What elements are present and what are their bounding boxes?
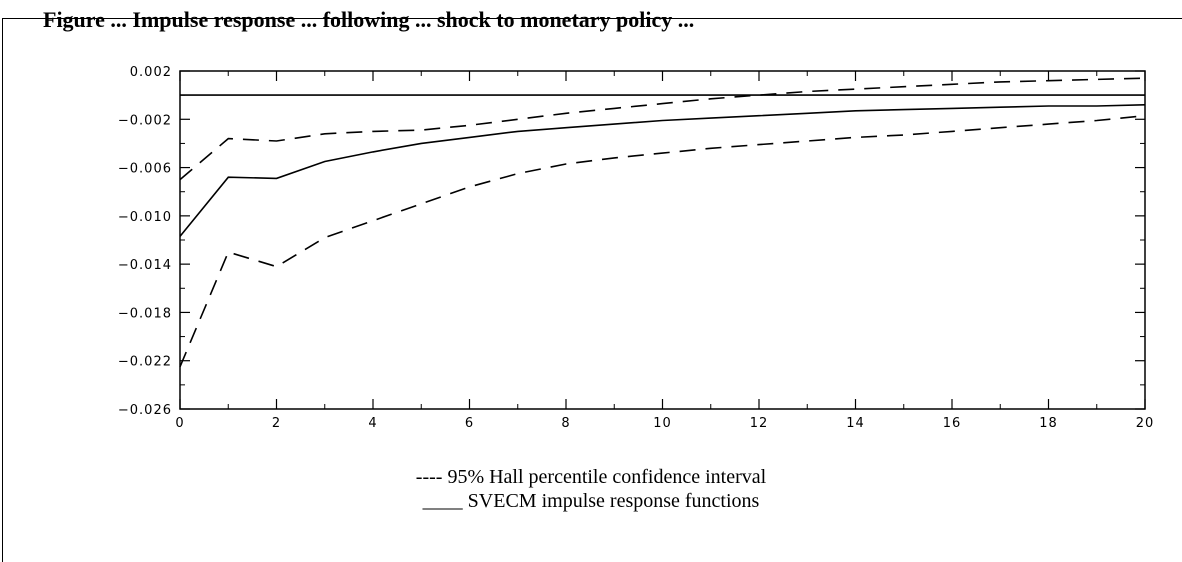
x-tick-label: 18 <box>1039 416 1058 431</box>
x-tick-label: 14 <box>846 416 865 431</box>
ci-upper-line <box>179 77 1146 181</box>
y-tick-label: −0.006 <box>118 162 172 177</box>
y-tick-label: −0.026 <box>118 403 172 418</box>
x-tick-label: 4 <box>368 416 377 431</box>
y-tick-label: −0.022 <box>118 355 172 370</box>
legend-entry-ci: ---- 95% Hall percentile confidence inte… <box>415 466 767 488</box>
x-tick-label: 8 <box>561 416 570 431</box>
x-tick-label: 2 <box>272 416 281 431</box>
irf-line <box>179 104 1146 237</box>
x-tick-label: 20 <box>1136 416 1155 431</box>
x-tick-label: 10 <box>653 416 672 431</box>
y-tick-label: −0.010 <box>118 210 172 225</box>
y-tick-label: −0.002 <box>118 113 172 128</box>
legend-confidence-interval: ---- 95% Hall percentile confidence inte… <box>0 466 1182 489</box>
x-tick-label: 12 <box>750 416 769 431</box>
y-tick-label: −0.014 <box>118 258 172 273</box>
y-tick-label: 0.002 <box>130 65 172 80</box>
figure-frame: Figure ... Impulse response ... followin… <box>2 7 1182 562</box>
x-tick-label: 16 <box>943 416 962 431</box>
ci-lower-line <box>179 114 1146 368</box>
x-tick-label: 6 <box>465 416 474 431</box>
figure-title-partial: Figure ... Impulse response ... followin… <box>43 7 695 32</box>
y-tick-label: −0.018 <box>118 306 172 321</box>
impulse-response-chart: 0.002 −0.002 −0.006 −0.010 −0.014 −0.018 −0.02… <box>118 65 1155 431</box>
plot-area-border <box>179 70 1146 410</box>
legend-entry-irf: ____ SVECM impulse response functions <box>422 490 760 512</box>
legend-irf: ____ SVECM impulse response functions <box>0 490 1182 513</box>
x-tick-label: 0 <box>175 416 184 431</box>
